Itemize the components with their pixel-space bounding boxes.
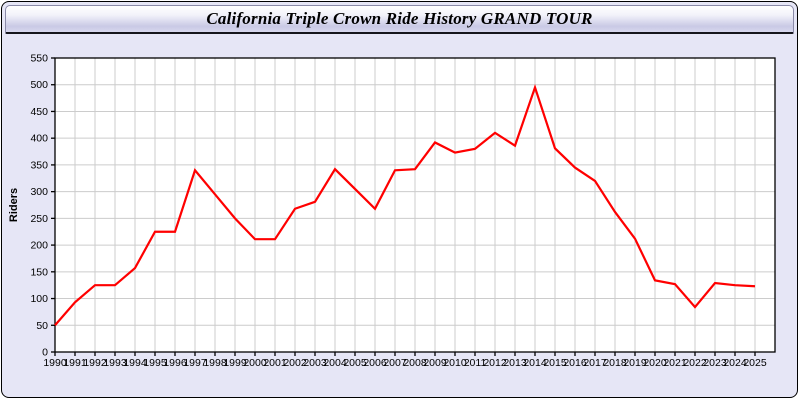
x-axis-tick-label: 2007: [383, 357, 407, 369]
x-axis-tick-label: 1994: [123, 357, 147, 369]
x-axis-tick-label: 2004: [323, 357, 347, 369]
x-axis-tick-label: 1996: [163, 357, 187, 369]
x-axis-tick-label: 2014: [523, 357, 547, 369]
x-axis-tick-label: 1991: [63, 357, 87, 369]
x-axis-tick-label: 1995: [143, 357, 167, 369]
x-axis-tick-label: 2020: [643, 357, 667, 369]
x-axis-tick-label: 2025: [743, 357, 767, 369]
series-line-riders: [54, 83, 756, 326]
y-axis-tick-label: 250: [30, 213, 48, 225]
x-axis-tick-label: 2024: [723, 357, 747, 369]
x-axis-tick-label: 2003: [303, 357, 327, 369]
x-axis-tick-label: 2021: [663, 357, 687, 369]
y-axis-tick-label: 500: [30, 79, 48, 91]
x-axis-tick-label: 2002: [283, 357, 307, 369]
y-axis-tick-label: 50: [36, 320, 48, 332]
x-axis-tick-label: 2022: [683, 357, 707, 369]
y-axis-tick-label: 550: [30, 53, 48, 65]
x-axis-tick-label: 2017: [583, 357, 607, 369]
x-axis-tick-label: 1998: [203, 357, 227, 369]
y-axis-title: Riders: [8, 188, 20, 222]
x-axis-tick-label: 2016: [563, 357, 587, 369]
x-axis-tick-label: 2015: [543, 357, 567, 369]
x-axis-tick-label: 1999: [223, 357, 247, 369]
x-axis-tick-label: 1997: [183, 357, 207, 369]
y-axis-tick-label: 150: [30, 266, 48, 278]
y-axis-tick-label: 400: [30, 133, 48, 145]
x-axis-tick-label: 2019: [623, 357, 647, 369]
y-axis-tick-label: 100: [30, 293, 48, 305]
y-axis-tick-label: 350: [30, 159, 48, 171]
x-axis-tick-label: 2006: [363, 357, 387, 369]
x-axis-tick-label: 2010: [443, 357, 467, 369]
y-axis-tick-label: 300: [30, 186, 48, 198]
x-axis-tick-label: 2009: [423, 357, 447, 369]
x-axis-tick-label: 2011: [464, 357, 487, 369]
x-axis-tick-label: 2005: [343, 357, 367, 369]
x-axis-tick-label: 1992: [83, 357, 107, 369]
y-axis-tick-label: 200: [30, 240, 48, 252]
y-axis-tick-label: 450: [30, 106, 48, 118]
x-axis-tick-label: 2013: [503, 357, 527, 369]
x-axis-tick-label: 2001: [263, 357, 287, 369]
x-axis-tick-label: 2018: [603, 357, 627, 369]
title-bar: California Triple Crown Ride History GRA…: [5, 5, 794, 34]
x-axis-tick-label: 2012: [483, 357, 507, 369]
x-axis-tick-label: 1990: [43, 357, 67, 369]
y-axis-tick-label: 0: [42, 347, 48, 359]
page-title: California Triple Crown Ride History GRA…: [206, 9, 593, 28]
x-axis-tick-label: 2023: [703, 357, 727, 369]
x-axis-tick-label: 1993: [103, 357, 127, 369]
x-axis-tick-label: 2008: [403, 357, 427, 369]
x-axis-tick-label: 2000: [243, 357, 267, 369]
